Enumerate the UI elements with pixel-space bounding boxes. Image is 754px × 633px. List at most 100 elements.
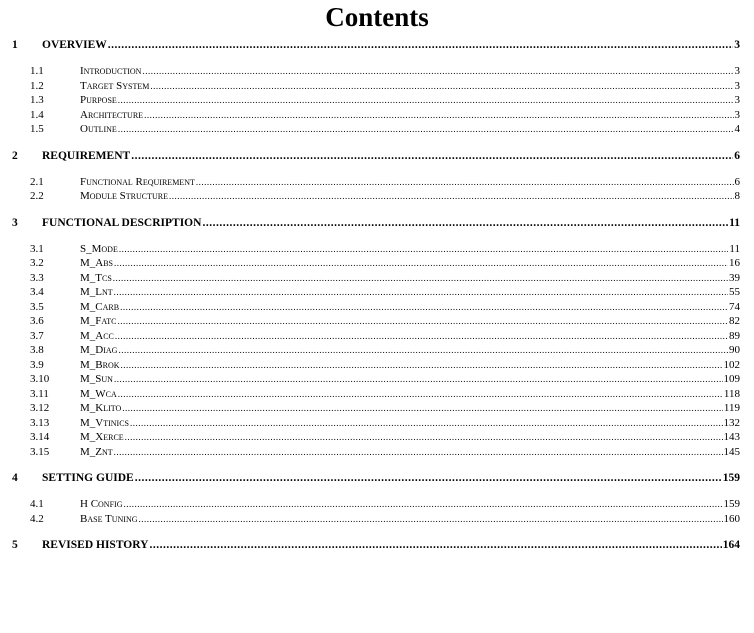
entry-title: S_Mode — [80, 242, 118, 255]
entry-title: Architecture — [80, 108, 144, 121]
entry-title: M_Klito — [80, 402, 122, 414]
entry-title: M_Vtinics — [80, 416, 130, 429]
entry-page: 6 — [734, 175, 741, 188]
toc-section-entry[interactable]: 3.8 M_Diag 90 — [12, 343, 740, 358]
entry-number: 3.15 — [30, 445, 50, 458]
toc-section-entry[interactable]: 3.10 M_Sun 109 — [12, 372, 740, 387]
entry-title: M_Abs — [80, 257, 114, 269]
entry-page: 3 — [734, 108, 741, 121]
toc-section-entry[interactable]: 3.13 M_Vtinics 132 — [12, 416, 740, 431]
entry-number: 3.12 — [30, 402, 50, 414]
entry-number: 1.2 — [30, 79, 44, 92]
toc-section-entry[interactable]: 3.6 M_Fatc 82 — [12, 314, 740, 329]
dot-leader — [169, 189, 734, 204]
toc-section-entry[interactable]: 3.12 M_Klito 119 — [12, 401, 740, 416]
toc-chapter-entry[interactable]: 1 OVERVIEW 3 — [12, 38, 740, 53]
toc-section-entry[interactable]: 3.15 M_Znt 145 — [12, 445, 740, 460]
dot-leader — [118, 387, 723, 402]
entry-title: Functional Requirement — [80, 175, 195, 188]
dot-leader — [118, 93, 734, 108]
dot-leader — [120, 300, 728, 315]
entry-page: 11 — [729, 216, 740, 229]
entry-page: 4 — [734, 123, 741, 135]
entry-page: 55 — [729, 286, 740, 298]
entry-title: Outline — [80, 123, 117, 135]
entry-title: REVISED HISTORY — [42, 539, 149, 551]
entry-title: M_Xerce — [80, 431, 124, 443]
toc-section-entry[interactable]: 1.4 Architecture 3 — [12, 108, 740, 123]
entry-number: 1 — [12, 39, 18, 51]
dot-leader — [108, 38, 733, 53]
toc-section-entry[interactable]: 1.3 Purpose 3 — [12, 93, 740, 108]
entry-page: 8 — [734, 190, 741, 202]
entry-title: M_Fatc — [80, 315, 117, 327]
entry-title: M_Carb — [80, 300, 120, 313]
table-of-contents: 1 OVERVIEW 3 1.1 Introduction 3 1.2 Target Syst… — [12, 38, 740, 564]
entry-title: SETTING GUIDE — [42, 472, 134, 484]
dot-leader — [150, 79, 733, 94]
dot-leader — [114, 285, 728, 300]
toc-section-entry[interactable]: 2.1 Functional Requirement 6 — [12, 175, 740, 190]
entry-page: 3 — [734, 94, 741, 106]
entry-number: 3.10 — [30, 373, 50, 385]
entry-number: 2.1 — [30, 175, 44, 188]
entry-page: 16 — [729, 257, 740, 269]
toc-section-entry[interactable]: 3.5 M_Carb 74 — [12, 300, 740, 315]
entry-title: M_Znt — [80, 445, 113, 458]
dot-leader — [122, 401, 723, 416]
entry-page: 132 — [723, 416, 741, 429]
entry-number: 3.7 — [30, 329, 44, 342]
dot-leader — [144, 108, 733, 123]
entry-title: M_Tcs — [80, 271, 112, 284]
dot-leader — [125, 430, 723, 445]
entry-number: 4.1 — [30, 498, 44, 510]
toc-section-entry[interactable]: 3.1 S_Mode 11 — [12, 242, 740, 257]
dot-leader — [114, 445, 723, 460]
entry-page: 145 — [723, 445, 741, 458]
entry-title: M_Lnt — [80, 286, 113, 298]
entry-page: 159 — [722, 472, 740, 484]
toc-chapter-entry[interactable]: 3 FUNCTIONAL DESCRIPTION 11 — [12, 216, 740, 231]
entry-page: 39 — [729, 271, 740, 284]
entry-page: 159 — [723, 498, 741, 510]
toc-section-entry[interactable]: 1.2 Target System 3 — [12, 79, 740, 94]
toc-section-entry[interactable]: 3.3 M_Tcs 39 — [12, 271, 740, 286]
toc-section-entry[interactable]: 1.5 Outline 4 — [12, 122, 740, 137]
entry-title: FUNCTIONAL DESCRIPTION — [42, 216, 202, 229]
entry-number: 3.4 — [30, 286, 44, 298]
toc-section-entry[interactable]: 4.1 H Config 159 — [12, 497, 740, 512]
entry-number: 4 — [12, 472, 18, 484]
toc-section-entry[interactable]: 3.2 M_Abs 16 — [12, 256, 740, 271]
dot-leader — [118, 343, 728, 358]
toc-section-entry[interactable]: 3.9 M_Brok 102 — [12, 358, 740, 373]
entry-title: OVERVIEW — [42, 39, 107, 51]
page-title: Contents — [325, 2, 429, 32]
entry-page: 89 — [729, 329, 740, 342]
toc-section-entry[interactable]: 3.4 M_Lnt 55 — [12, 285, 740, 300]
toc-chapter-entry[interactable]: 2 REQUIREMENT 6 — [12, 149, 740, 164]
toc-section-entry[interactable]: 4.2 Base Tuning 160 — [12, 512, 740, 527]
toc-section-entry[interactable]: 3.7 M_Acc 89 — [12, 329, 740, 344]
entry-page: 90 — [729, 344, 740, 356]
toc-section-entry[interactable]: 3.14 M_Xerce 143 — [12, 430, 740, 445]
entry-title: Base Tuning — [80, 512, 138, 525]
entry-number: 1.3 — [30, 94, 44, 106]
entry-page: 3 — [734, 79, 741, 92]
toc-section-entry[interactable]: 2.2 Module Structure 8 — [12, 189, 740, 204]
entry-title: Introduction — [80, 65, 142, 77]
entry-number: 2.2 — [30, 190, 44, 202]
dot-leader — [142, 64, 733, 79]
dot-leader — [149, 538, 721, 553]
entry-title: REQUIREMENT — [42, 149, 131, 162]
entry-page: 143 — [723, 431, 741, 443]
toc-chapter-entry[interactable]: 4 SETTING GUIDE 159 — [12, 471, 740, 486]
entry-title: M_Sun — [80, 373, 113, 385]
dot-leader — [135, 471, 722, 486]
entry-page: 6 — [734, 149, 740, 162]
entry-number: 3.3 — [30, 271, 44, 284]
entry-number: 3.2 — [30, 257, 44, 269]
toc-section-entry[interactable]: 1.1 Introduction 3 — [12, 64, 740, 79]
toc-chapter-entry[interactable]: 5 REVISED HISTORY 164 — [12, 538, 740, 553]
entry-page: 119 — [723, 402, 740, 414]
toc-section-entry[interactable]: 3.11 M_Wca 118 — [12, 387, 740, 402]
